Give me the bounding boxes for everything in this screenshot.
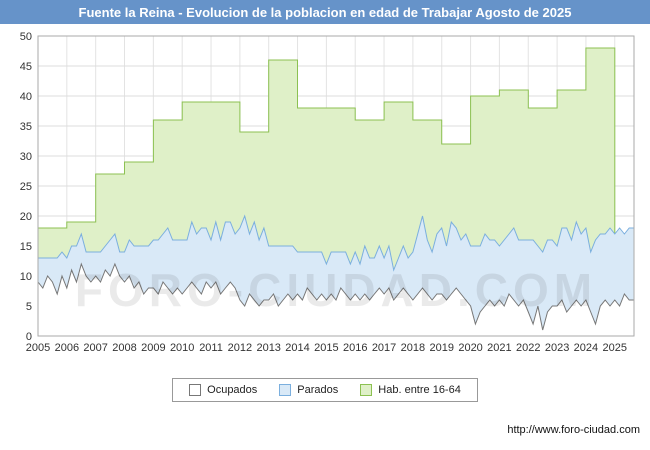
svg-text:25: 25: [20, 181, 32, 193]
svg-text:2019: 2019: [429, 342, 453, 354]
legend-item-ocupados: Ocupados: [189, 384, 257, 396]
legend-label-parados: Parados: [297, 384, 339, 396]
svg-text:2024: 2024: [574, 342, 598, 354]
svg-text:2023: 2023: [545, 342, 569, 354]
svg-text:2013: 2013: [256, 342, 280, 354]
svg-text:2007: 2007: [83, 342, 107, 354]
svg-text:2015: 2015: [314, 342, 338, 354]
svg-text:0: 0: [26, 331, 32, 343]
chart-title: Fuente la Reina - Evolucion de la poblac…: [78, 4, 572, 20]
svg-text:2020: 2020: [458, 342, 482, 354]
title-bar: Fuente la Reina - Evolucion de la poblac…: [0, 0, 650, 24]
svg-text:2016: 2016: [343, 342, 367, 354]
svg-text:50: 50: [20, 31, 32, 43]
svg-text:2010: 2010: [170, 342, 194, 354]
svg-text:2009: 2009: [141, 342, 165, 354]
legend-swatch-hab-16-64: [360, 384, 373, 396]
svg-text:2012: 2012: [228, 342, 252, 354]
svg-text:2018: 2018: [401, 342, 425, 354]
svg-text:2017: 2017: [372, 342, 396, 354]
svg-text:2025: 2025: [603, 342, 627, 354]
svg-text:5: 5: [26, 301, 32, 313]
legend-label-ocupados: Ocupados: [207, 384, 258, 396]
svg-text:2011: 2011: [199, 342, 223, 354]
svg-text:FORO-CIUDAD.COM: FORO-CIUDAD.COM: [75, 264, 597, 316]
svg-text:45: 45: [20, 61, 32, 73]
legend-label-hab-16-64: Hab. entre 16-64: [378, 384, 461, 396]
svg-text:20: 20: [20, 211, 32, 223]
svg-text:40: 40: [20, 91, 32, 103]
chart-legend: Ocupados Parados Hab. entre 16-64: [0, 378, 650, 402]
legend-item-hab-16-64: Hab. entre 16-64: [360, 384, 461, 396]
footer-url-link[interactable]: http://www.foro-ciudad.com: [507, 424, 640, 436]
population-area-chart: 2005 2006 2007 2008 2009 2010 2011 2012 2013 2014…: [20, 31, 635, 354]
svg-text:2014: 2014: [285, 342, 309, 354]
legend-item-parados: Parados: [279, 384, 338, 396]
svg-text:15: 15: [20, 241, 32, 253]
svg-text:2008: 2008: [112, 342, 136, 354]
legend-swatch-ocupados: [189, 384, 202, 396]
svg-text:2005: 2005: [26, 342, 50, 354]
svg-text:30: 30: [20, 151, 32, 163]
svg-text:2021: 2021: [487, 342, 511, 354]
legend-swatch-parados: [279, 384, 292, 396]
svg-text:2006: 2006: [55, 342, 79, 354]
svg-text:2022: 2022: [516, 342, 540, 354]
svg-text:10: 10: [20, 271, 32, 283]
legend-box: Ocupados Parados Hab. entre 16-64: [172, 378, 478, 402]
svg-text:35: 35: [20, 121, 32, 133]
